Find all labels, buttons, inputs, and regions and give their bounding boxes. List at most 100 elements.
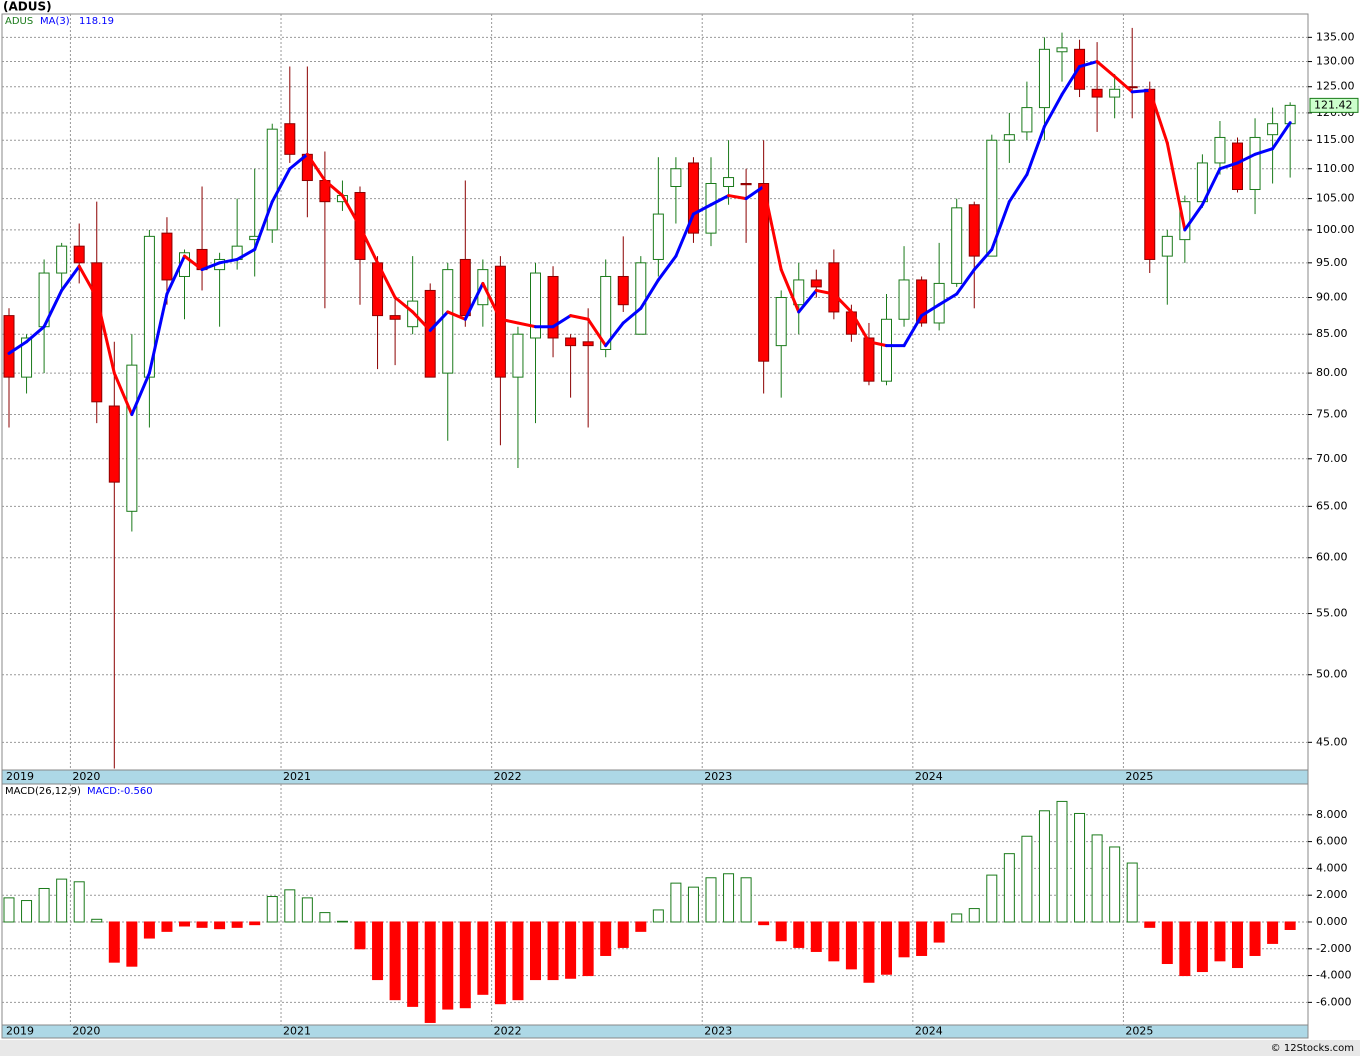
ma-segment xyxy=(920,303,941,318)
ma-segment xyxy=(1165,141,1187,232)
candle-body xyxy=(1021,107,1033,133)
macd-label: MACD:-0.560 xyxy=(87,786,153,797)
macd-bar xyxy=(143,921,155,939)
last-price-box xyxy=(1309,97,1359,113)
macd-bar xyxy=(933,921,945,943)
ma-segment xyxy=(586,317,608,348)
ma-segment xyxy=(323,179,344,198)
ma-name: MA(3) xyxy=(40,16,70,27)
macd-bar xyxy=(1161,921,1173,965)
candle-body xyxy=(652,213,664,260)
macd-bar xyxy=(266,896,278,923)
macd-bar xyxy=(1056,800,1068,923)
ma-segment xyxy=(130,371,151,417)
ma-segment xyxy=(656,254,678,282)
ma-segment xyxy=(955,268,976,296)
macd-bar xyxy=(740,877,752,923)
candle-body xyxy=(442,269,454,374)
macd-bar xyxy=(565,921,577,979)
x-tick-label: 2025 xyxy=(1125,1025,1153,1038)
ma-segment xyxy=(990,200,1011,251)
macd-bar xyxy=(1003,853,1015,923)
x-tick-label: 2021 xyxy=(283,1025,311,1038)
candle-body xyxy=(126,364,138,512)
y-tick-label: 55.00 xyxy=(1316,607,1348,620)
candle-body xyxy=(740,183,752,186)
candle-body xyxy=(1214,136,1226,164)
macd-bar xyxy=(407,921,419,1007)
y-tick-label: -2.000 xyxy=(1316,942,1351,955)
macd-bar xyxy=(214,921,226,930)
macd-bar xyxy=(1214,921,1226,962)
macd-bar xyxy=(986,874,998,923)
ma-segment xyxy=(1060,65,1082,96)
ma-value: 118.19 xyxy=(79,16,114,27)
macd-bar xyxy=(38,887,50,923)
candle-body xyxy=(477,269,489,306)
ma-segment xyxy=(867,340,888,348)
macd-bar xyxy=(1267,921,1279,944)
candle-body xyxy=(863,337,875,382)
ma-segment xyxy=(305,152,327,183)
macd-bar xyxy=(354,921,366,950)
ma-segment xyxy=(183,254,204,272)
ma-segment xyxy=(446,310,467,321)
macd-panel xyxy=(1,783,1309,1026)
y-tick-label: 90.00 xyxy=(1316,291,1348,304)
ma-segment xyxy=(1200,167,1222,207)
macd-bar xyxy=(3,897,15,923)
ma-segment xyxy=(393,296,415,314)
candle-body xyxy=(1144,88,1156,260)
ma-segment xyxy=(902,314,924,348)
macd-bar xyxy=(635,921,647,932)
macd-bar xyxy=(881,921,892,975)
macd-bar xyxy=(705,877,717,923)
candle-body xyxy=(582,341,594,347)
ma-segment xyxy=(1183,203,1204,232)
ma-segment xyxy=(481,281,502,321)
x-tick-label: 2024 xyxy=(915,770,943,783)
macd-bar xyxy=(56,878,68,923)
macd-bar xyxy=(828,921,840,962)
candle-body xyxy=(161,232,173,281)
y-tick-label: -6.000 xyxy=(1316,995,1351,1008)
ma-segment xyxy=(762,184,783,272)
candle-body xyxy=(758,183,770,362)
candle-body xyxy=(968,204,980,257)
ma-segment xyxy=(288,152,309,171)
ma-segment xyxy=(1253,147,1275,156)
x-tick-label: 2019 xyxy=(6,770,34,783)
macd-bar xyxy=(1144,921,1156,928)
ma-segment xyxy=(972,247,994,272)
ma-segment xyxy=(621,306,643,325)
macd-bar xyxy=(196,921,208,928)
macd-bar xyxy=(73,881,85,923)
candle-body xyxy=(1161,235,1173,257)
last-price: 121.42 xyxy=(1314,98,1353,111)
ma-segment xyxy=(1218,161,1239,171)
candle-body xyxy=(1056,47,1068,53)
y-tick-label: 135.00 xyxy=(1316,30,1355,43)
macd-bar xyxy=(249,921,261,926)
macd-title: MACD(26,12,9) xyxy=(5,786,81,797)
ma-segment xyxy=(1078,60,1099,69)
ma-segment xyxy=(551,314,573,329)
candle-body xyxy=(266,128,278,231)
macd-bar xyxy=(810,921,822,952)
macd-bar xyxy=(898,921,910,958)
macd-bar xyxy=(600,921,612,956)
candle-body xyxy=(951,207,963,284)
macd-bar xyxy=(231,921,243,928)
macd-bar xyxy=(372,921,384,981)
ma-segment xyxy=(42,288,64,329)
candle-body xyxy=(494,265,506,378)
ma-segment xyxy=(147,292,169,375)
macd-bar xyxy=(494,921,506,1005)
ma-segment xyxy=(832,292,853,314)
macd-bar xyxy=(21,900,33,923)
macd-bar xyxy=(1109,846,1121,923)
y-tick-label: 4.000 xyxy=(1316,861,1348,874)
ma-segment xyxy=(849,310,871,344)
footer: © 12Stocks.com xyxy=(1271,1043,1354,1054)
macd-bar xyxy=(1196,921,1208,973)
